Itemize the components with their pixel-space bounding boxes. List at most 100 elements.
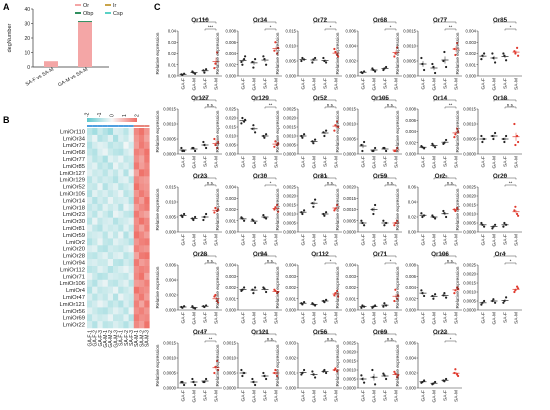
dot-plot-point [396,46,399,49]
dot-plot-y-tick-label: 0.008 [406,107,417,112]
dot-plot-point [322,370,325,373]
panel-b-heatmap-cell [133,252,140,260]
dot-plot-x-tick-label: GA-F [361,312,367,324]
dot-plot-point [314,56,317,60]
panel-b-heatmap-cell [139,224,145,232]
dot-plot-sig-bracket [433,255,457,258]
dot-plot-sig-label: ** [263,95,267,100]
dot-plot-point [251,60,254,64]
dot-plot-or69: Or69 0.0000 0.0005 0.0010 0.0015 0.0020 0.0025… [335,329,402,403]
dot-plot-y-axis-label: Relative expression [335,344,341,386]
panel-b-heatmap-cell [92,314,98,322]
dot-plot-y-tick-label: 0.000 [226,308,237,313]
panel-b-heatmap-cell [118,259,124,267]
dot-plot-point [217,301,220,304]
dot-plot-point [385,221,388,225]
dot-plot-sig-bracket [204,184,217,187]
dot-plot-x-tick-label: SA-M [394,234,400,246]
panel-b-heatmap-cell [97,259,103,267]
dot-plot-or81: Or81 0.0000 0.0005 0.0010 0.0015 0.0020 0.0025… [275,173,342,247]
dot-plot-point [505,134,508,138]
dot-plot-sig-label: n.s. [381,95,388,100]
dot-plot-point [494,301,497,304]
dot-plot-point [371,368,374,372]
panel-b-heatmap-cell [118,183,124,191]
dot-plot-y-tick-label: 0.0025 [283,107,296,112]
panel-b-group-bar [102,125,108,127]
panel-b-heatmap-cell [87,245,93,253]
dot-plot-point [453,208,456,211]
dot-plot-point [360,143,363,147]
dot-plot-x-tick-label: GA-M [432,390,438,403]
panel-b-heatmap-cell [133,176,140,184]
panel-b-heatmap-cell [133,162,140,170]
panel-b-heatmap-cell [133,307,140,315]
dot-plot-sig-label: * [444,17,446,22]
panel-b-heatmap-cell [107,217,114,225]
dot-plot-point [191,217,194,220]
panel-b-heatmap-cell [128,321,134,329]
dot-plot-sig-bracket [504,262,517,265]
dot-plot-y-axis-label: Relative expression [275,266,281,308]
panel-b-heatmap-cell [97,148,103,156]
dot-plot-x-tick-label: GA-F [361,390,367,402]
panel-b-heatmap-cell [107,197,114,205]
panel-b-heatmap-cell [133,224,140,232]
dot-plot-y-axis-label: Relative expression [275,188,281,230]
panel-b-heatmap-cell [87,210,93,218]
dot-plot-sig-bracket [444,106,457,109]
panel-a-legend-swatch [75,4,81,6]
dot-plot-point [502,301,505,304]
dot-plot-point [202,218,205,222]
dot-plot-y-tick-label: 0.001 [286,371,297,376]
dot-plot-x-tick-label: SA-M [214,78,220,90]
dot-plot-x-tick-label: GA-F [181,156,187,168]
dot-plot-sig-label: n.s. [321,329,328,334]
panel-b-heatmap-cell [128,197,134,205]
dot-plot-sig-label: * [504,17,506,22]
dot-plot-x-tick-label: GA-M [432,156,438,169]
dot-plot-point [385,304,388,307]
dot-plot-x-tick-label: GA-F [421,390,427,402]
panel-b-heatmap-cell [107,300,114,308]
dot-plot-x-tick-label: GA-F [361,78,367,90]
panel-b-scale-tick: 0 [110,114,116,117]
dot-plot-y-axis-label: Relative expression [395,110,401,152]
panel-b-heatmap-cell [97,217,103,225]
panel-b-heatmap-cell [118,169,124,177]
panel-b-heatmap-cell [102,245,108,253]
dot-plot-sig-label: n.s. [261,251,268,256]
panel-b-heatmap-cell [144,245,150,253]
dot-plot-x-tick-label: SA-M [334,156,340,168]
dot-plot-point [213,371,216,375]
dot-plot-x-tick-label: GA-F [421,234,427,246]
dot-plot-y-tick-label: 0.000 [166,230,177,235]
panel-b-heatmap-cell [139,286,145,294]
dot-plot-sig-label: * [324,95,326,100]
dot-plot-point [311,302,314,305]
dot-plot-y-tick-label: 0.000 [406,386,417,391]
panel-b-heatmap-cell [113,148,119,156]
dot-plot-point [325,371,328,375]
dot-plot-point [213,211,216,214]
panel-b-heatmap-cell [128,203,134,211]
panel-b-heatmap-cell [144,134,150,142]
panel-b-heatmap-cell [139,183,145,191]
dot-plot-sig-bracket [493,255,517,258]
dot-plot-point [194,215,197,219]
dot-plot-y-tick-label: 0.003 [286,274,297,279]
panel-b-heatmap-cell [92,148,98,156]
panel-b-heatmap-cell [92,162,98,170]
dot-plot-point [322,131,325,134]
panel-b-row-label: LmiOr85 [63,164,85,170]
dot-plot-point [445,296,448,299]
dot-plot-point [491,227,494,230]
panel-b-heatmap-cell [123,293,129,301]
dot-plot-point [361,377,364,381]
panel-b-heatmap-cell [128,314,134,322]
panel-b-heatmap-cell [102,217,108,225]
dot-plot-y-axis-label: Relative expression [155,110,161,152]
panel-b-heatmap-cell [113,245,119,253]
panel-b-heatmap-cell [144,321,150,329]
